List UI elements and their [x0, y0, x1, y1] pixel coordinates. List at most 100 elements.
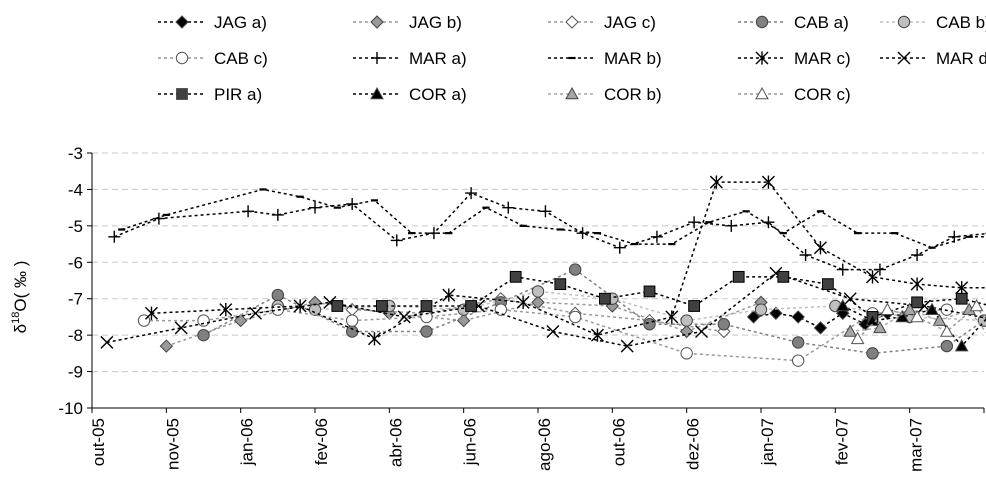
data-point — [546, 325, 560, 338]
data-point — [732, 270, 745, 283]
data-point — [502, 201, 515, 214]
legend-item-cab-c: CAB c) — [158, 49, 268, 68]
y-tick-label: -7 — [68, 290, 83, 309]
data-point — [219, 303, 233, 317]
y-tick-label: -4 — [68, 180, 83, 199]
x-tick-label: abr-06 — [386, 418, 405, 467]
data-point — [620, 339, 634, 353]
legend-label: PIR a) — [214, 85, 262, 104]
y-axis-label: δ18O( ‰ ) — [10, 261, 30, 334]
series-line — [144, 308, 947, 362]
data-point — [940, 339, 954, 353]
legend-marker — [897, 15, 911, 29]
legend-marker — [565, 15, 579, 29]
data-point — [850, 331, 865, 345]
legend-item-mar-b: MAR b) — [548, 49, 662, 68]
x-tick-label: jun-06 — [461, 418, 480, 466]
data-point — [331, 300, 344, 312]
series-line — [166, 301, 762, 347]
data-point — [925, 302, 939, 315]
legend-marker — [175, 51, 189, 65]
x-tick-label: dez-06 — [684, 418, 703, 470]
data-point — [955, 281, 969, 295]
data-point — [813, 321, 828, 335]
y-tick-label: -6 — [68, 253, 83, 272]
data-point — [197, 328, 210, 342]
data-point — [531, 285, 545, 298]
data-point — [813, 241, 827, 255]
data-point — [650, 230, 663, 243]
series-cor-b — [843, 302, 986, 337]
data-point — [939, 324, 954, 337]
y-tick-label: -3 — [68, 144, 83, 163]
data-point — [442, 288, 456, 302]
data-point — [531, 295, 545, 310]
legend-label: CAB a) — [794, 13, 849, 32]
data-point — [100, 335, 114, 349]
data-point — [367, 332, 381, 346]
series-line — [850, 308, 986, 334]
series-line — [203, 268, 985, 355]
legend-item-jag-a: JAG a) — [158, 13, 267, 32]
data-point — [293, 299, 307, 313]
x-tick-label: mar-07 — [907, 418, 926, 472]
legend-label: MAR d) — [936, 49, 986, 68]
x-tick-label: out-05 — [89, 418, 108, 466]
series-line — [352, 297, 724, 333]
axes: -3 -4 -5 -6 -7 -8 -9 -10 out-05 nov-05 jan-06 fev-0… — [58, 144, 985, 472]
data-point — [835, 298, 850, 312]
data-point — [152, 212, 165, 225]
plot-area: -3 -4 -5 -6 -7 -8 -9 -10 out-05 nov-05 jan-06 fev-0… — [58, 144, 986, 472]
data-point — [910, 309, 924, 323]
data-point — [791, 354, 805, 367]
legend-item-jag-c: JAG c) — [548, 13, 656, 32]
legend-label: JAG b) — [409, 13, 462, 32]
y-axis-label-delta: δ — [11, 324, 30, 333]
data-point — [895, 309, 910, 323]
legend-label: COR b) — [604, 85, 662, 104]
data-point — [376, 300, 388, 312]
series-line — [121, 188, 986, 249]
legend-item-cor-c: COR c) — [738, 85, 851, 104]
data-point — [271, 288, 285, 302]
data-point — [866, 347, 879, 360]
data-point — [769, 306, 783, 320]
x-tick-label: fev-06 — [312, 418, 331, 465]
data-point — [390, 234, 403, 247]
data-point — [568, 263, 582, 276]
chart-legend: JAG a) JAG b) JAG c) CAB a) CAB b) CAB c) MAR … — [158, 13, 986, 104]
legend-item-cor-b: COR b) — [548, 85, 662, 104]
data-point — [911, 296, 924, 309]
x-tick-label: nov-05 — [163, 418, 182, 470]
data-point — [465, 300, 478, 312]
gridlines — [92, 152, 984, 373]
data-point — [954, 339, 969, 352]
data-point — [309, 201, 321, 214]
legend-label: COR a) — [409, 85, 467, 104]
legend-marker — [755, 15, 769, 29]
data-point — [397, 310, 411, 324]
legend-label: JAG c) — [604, 13, 656, 32]
data-point — [554, 278, 567, 291]
data-point — [108, 230, 121, 243]
legend-label: MAR a) — [409, 49, 467, 68]
y-tick-label: -8 — [68, 326, 83, 345]
data-point — [777, 270, 790, 283]
data-point — [762, 216, 775, 229]
legend-item-cab-a: CAB a) — [738, 13, 849, 32]
data-point — [174, 321, 188, 335]
legend-label: CAB b) — [936, 13, 986, 32]
y-tick-label: -5 — [68, 217, 83, 236]
legend-label: COR c) — [794, 85, 851, 104]
data-point — [688, 216, 701, 229]
series-layer — [100, 175, 986, 367]
data-point — [509, 270, 522, 283]
legend-item-mar-d: MAR d) — [880, 49, 986, 68]
data-point — [836, 263, 849, 276]
series-mar-a — [108, 187, 986, 276]
data-point — [680, 314, 693, 327]
data-point — [822, 278, 834, 291]
series-mar-b — [118, 188, 986, 249]
y-tick-label: -10 — [58, 399, 83, 418]
